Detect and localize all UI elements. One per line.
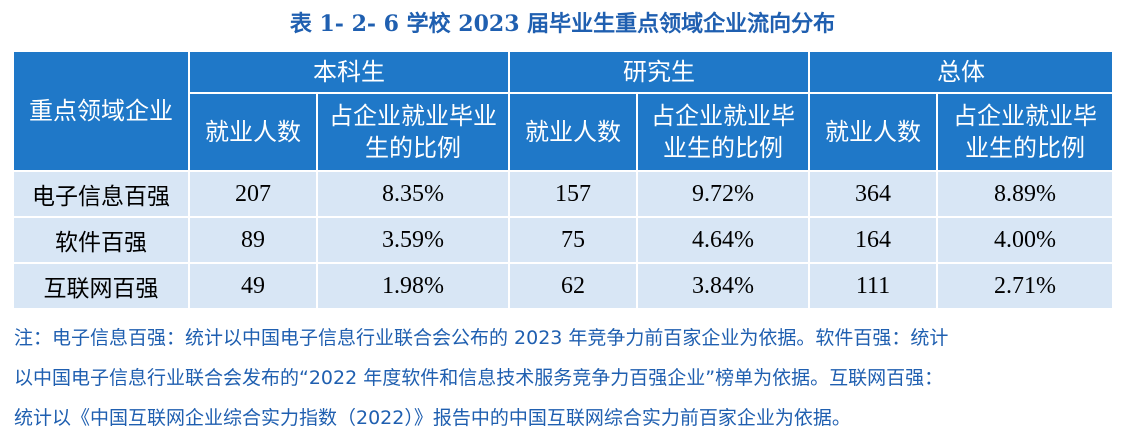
- row-label: 电子信息百强: [12, 170, 190, 218]
- table-cell: 1.98%: [316, 262, 510, 310]
- table-cell: 364: [808, 170, 938, 218]
- employment-table: 重点领域企业 本科生 研究生 总体 就业人数 占企业就业毕业生的比例 就业人数 …: [12, 50, 1114, 310]
- table-cell: 8.35%: [316, 170, 510, 218]
- note-line: 统计以《中国互联网企业综合实力指数（2022）》报告中的中国互联网综合实力前百家…: [14, 407, 851, 429]
- sub-header-ratio: 占企业就业毕业生的比例: [316, 92, 510, 172]
- note-line: 注：电子信息百强：统计以中国电子信息行业联合会公布的 2023 年竞争力前百家企…: [14, 327, 949, 349]
- table-cell: 157: [508, 170, 638, 218]
- table-cell: 3.84%: [636, 262, 810, 310]
- table-cell: 207: [188, 170, 318, 218]
- group-header-undergrad: 本科生: [188, 50, 510, 94]
- note-line: 以中国电子信息行业联合会发布的“2022 年度软件和信息技术服务竞争力百强企业”…: [14, 367, 944, 389]
- table-cell: 111: [808, 262, 938, 310]
- table-cell: 89: [188, 216, 318, 264]
- table-cell: 75: [508, 216, 638, 264]
- table-cell: 4.64%: [636, 216, 810, 264]
- table-cell: 62: [508, 262, 638, 310]
- table-cell: 49: [188, 262, 318, 310]
- sub-header-count: 就业人数: [808, 92, 938, 172]
- table-cell: 2.71%: [936, 262, 1114, 310]
- group-header-graduate: 研究生: [508, 50, 810, 94]
- row-label: 软件百强: [12, 216, 190, 264]
- group-header-overall: 总体: [808, 50, 1114, 94]
- table-title: 表 1- 2- 6 学校 2023 届毕业生重点领域企业流向分布: [289, 11, 836, 37]
- table-row: 软件百强 89 3.59% 75 4.64% 164 4.00%: [12, 216, 1114, 264]
- table-row: 互联网百强 49 1.98% 62 3.84% 111 2.71%: [12, 262, 1114, 310]
- table-cell: 3.59%: [316, 216, 510, 264]
- corner-header: 重点领域企业: [12, 50, 190, 172]
- sub-header-count: 就业人数: [188, 92, 318, 172]
- sub-header-ratio: 占企业就业毕业生的比例: [636, 92, 810, 172]
- table-cell: 8.89%: [936, 170, 1114, 218]
- table-cell: 9.72%: [636, 170, 810, 218]
- sub-header-count: 就业人数: [508, 92, 638, 172]
- table-cell: 164: [808, 216, 938, 264]
- sub-header-ratio: 占企业就业毕业生的比例: [936, 92, 1114, 172]
- table-row: 电子信息百强 207 8.35% 157 9.72% 364 8.89%: [12, 170, 1114, 218]
- table-note: 注：电子信息百强：统计以中国电子信息行业联合会公布的 2023 年竞争力前百家企…: [14, 318, 1114, 438]
- row-label: 互联网百强: [12, 262, 190, 310]
- table-cell: 4.00%: [936, 216, 1114, 264]
